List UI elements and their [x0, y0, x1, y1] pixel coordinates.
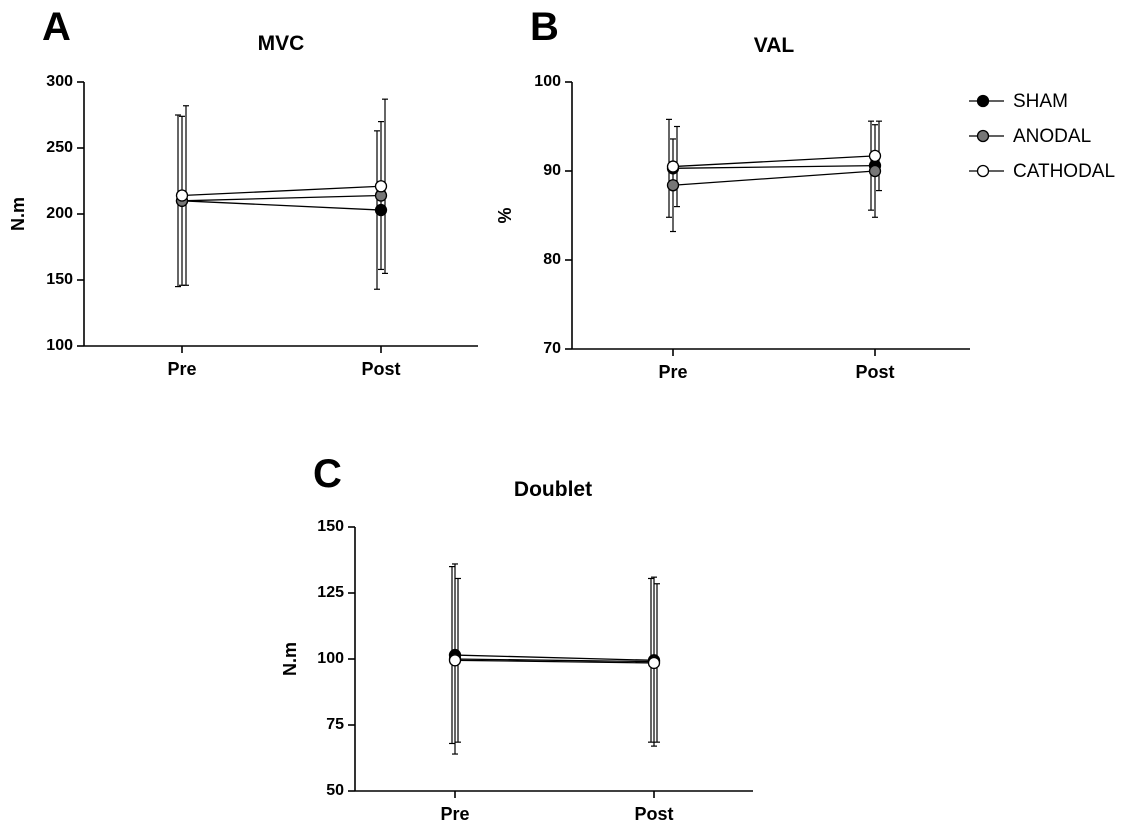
series-line-cathodal: [672, 155, 876, 168]
point-cathodal: [647, 656, 661, 670]
point-cathodal: [374, 180, 388, 193]
y-tick-label: 150: [317, 518, 344, 535]
point-cathodal: [448, 654, 462, 667]
legend-marker-anodal: [976, 129, 990, 143]
series-line-cathodal: [181, 185, 382, 197]
y-tick-label: 250: [46, 139, 73, 156]
x-tick-label: Post: [361, 359, 400, 379]
point-cathodal: [175, 189, 189, 202]
series-line-anodal: [181, 194, 382, 202]
x-tick-label: Post: [855, 362, 894, 382]
y-axis-label: %: [495, 207, 515, 223]
x-tick-label: Pre: [440, 804, 469, 824]
legend-label-sham: SHAM: [1013, 91, 1068, 112]
legend-marker-sham: [976, 94, 990, 108]
chart-title: MVC: [258, 32, 305, 55]
legend-label-cathodal: CATHODAL: [1013, 161, 1115, 182]
y-tick-label: 80: [543, 251, 561, 268]
x-tick-label: Pre: [167, 359, 196, 379]
chart-title: VAL: [754, 34, 795, 57]
point-cathodal: [868, 149, 882, 163]
y-tick-label: 150: [46, 271, 73, 288]
y-axis-label: N.m: [280, 642, 300, 676]
panel-letter: A: [42, 5, 71, 49]
series-line-sham: [181, 200, 382, 211]
y-tick-label: 200: [46, 205, 73, 222]
chart-panel-a: A MVC N.m 100 150 200 250 300 Pre Post: [8, 5, 478, 379]
series-line-anodal: [454, 658, 655, 663]
x-tick-label: Pre: [658, 362, 687, 382]
chart-panel-c: C Doublet N.m 50 75 100 125 150 Pre Post: [280, 452, 753, 824]
y-tick-label: 50: [326, 782, 344, 799]
y-tick-label: 125: [317, 584, 344, 601]
legend-label-anodal: ANODAL: [1013, 126, 1091, 147]
point-anodal: [868, 164, 882, 178]
legend-marker-cathodal: [976, 164, 990, 178]
y-tick-label: 100: [46, 337, 73, 354]
panel-letter: B: [530, 5, 559, 49]
series-line-sham: [672, 165, 876, 169]
point-cathodal: [666, 160, 680, 173]
series-line-sham: [454, 654, 655, 661]
y-tick-label: 75: [326, 716, 344, 733]
point-sham: [374, 203, 388, 217]
series-line-anodal: [672, 170, 876, 186]
panel-letter: C: [313, 452, 342, 496]
legend: SHAM ANODAL CATHODAL: [969, 91, 1115, 182]
series-line-cathodal: [454, 659, 655, 664]
y-tick-label: 70: [543, 340, 561, 357]
point-anodal: [666, 179, 680, 192]
y-tick-label: 90: [543, 162, 561, 179]
chart-title: Doublet: [514, 478, 592, 501]
x-tick-label: Post: [634, 804, 673, 824]
y-tick-label: 100: [534, 73, 561, 90]
y-tick-label: 100: [317, 650, 344, 667]
y-axis-label: N.m: [8, 197, 28, 231]
y-tick-label: 300: [46, 73, 73, 90]
chart-panel-b: B VAL% 70 80 90 100 Pre Post: [495, 5, 970, 382]
